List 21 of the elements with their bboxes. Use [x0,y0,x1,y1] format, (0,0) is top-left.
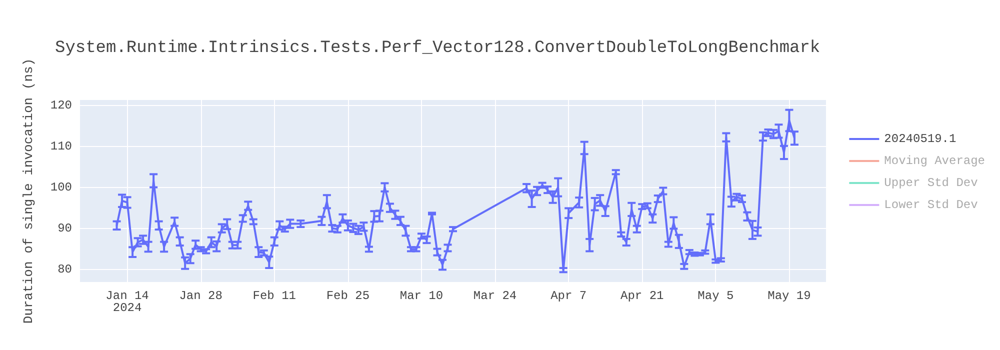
x-tick-label: Apr 7 [550,289,587,303]
chart-title: System.Runtime.Intrinsics.Tests.Perf_Vector128.ConvertDoubleToLongBenchmark [55,39,820,58]
x-tick-label: Feb 11 [252,289,296,303]
y-tick-label: 100 [50,180,72,194]
x-tick-label: May 19 [768,289,811,303]
y-axis-title: Duration of single invocation (ns) [21,58,36,324]
y-tick-label: 90 [58,221,72,236]
x-tick-label: Jan 28 [179,289,222,303]
y-tick-label: 120 [50,98,72,112]
legend-label: 20240519.1 [884,132,956,146]
x-tick-label: Apr 21 [620,289,664,303]
y-tick-label: 80 [58,262,72,276]
legend-label: Moving Average [884,154,986,168]
x-tick-label: Mar 10 [400,289,444,303]
x-tick-label: Mar 24 [473,289,517,303]
x-tick-label: Jan 14 2024 [106,289,149,315]
x-tick-label: May 5 [698,289,734,303]
legend-label: Upper Std Dev [884,176,978,190]
y-tick-label: 110 [50,139,72,154]
x-tick-label: Feb 25 [326,289,370,303]
legend-label: Lower Std Dev [884,198,978,212]
